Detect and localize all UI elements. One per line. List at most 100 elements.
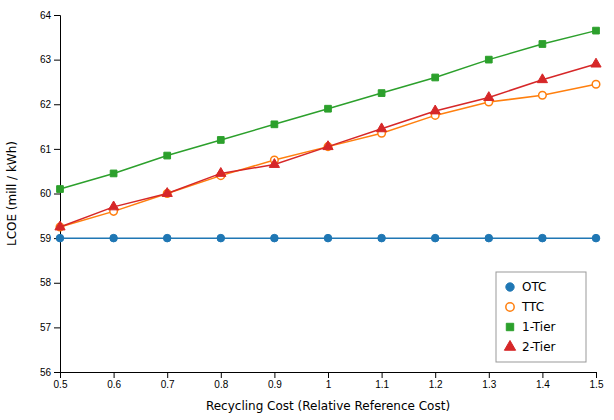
series-marker bbox=[162, 188, 172, 197]
y-axis: 56 57 58 59 60 61 62 63 64 bbox=[40, 10, 61, 378]
legend-label: TTC bbox=[521, 300, 544, 314]
series-marker bbox=[539, 41, 546, 48]
series-marker bbox=[591, 58, 601, 67]
series-marker bbox=[55, 221, 65, 230]
y-tick-label: 61 bbox=[40, 144, 52, 155]
y-tick-mark bbox=[54, 372, 60, 373]
x-tick: 0.8 bbox=[214, 372, 228, 390]
x-axis: 0.5 0.6 0.7 0.8 0.9 1 1.1 1.2 1.3 1.4 1.5 bbox=[54, 372, 604, 390]
y-tick-label: 56 bbox=[40, 367, 52, 378]
y-tick: 56 bbox=[40, 367, 60, 378]
x-tick-label: 1.1 bbox=[375, 379, 389, 390]
x-tick: 1.2 bbox=[429, 372, 443, 390]
x-tick-label: 1 bbox=[326, 379, 332, 390]
series-marker bbox=[164, 152, 171, 159]
x-tick-label: 0.9 bbox=[268, 379, 282, 390]
x-tick: 1.1 bbox=[375, 372, 389, 390]
series-marker bbox=[110, 170, 117, 177]
series-marker bbox=[217, 137, 224, 144]
series-marker bbox=[324, 234, 332, 242]
series-marker bbox=[377, 123, 387, 132]
series-marker bbox=[592, 80, 600, 88]
legend-symbol bbox=[504, 340, 515, 350]
series-marker bbox=[110, 234, 118, 242]
y-tick: 58 bbox=[40, 277, 60, 288]
x-tick-mark bbox=[114, 372, 115, 378]
marks bbox=[55, 27, 601, 242]
series-marker bbox=[56, 234, 64, 242]
legend-item: 1-Tier bbox=[506, 320, 555, 334]
x-tick-mark bbox=[542, 372, 543, 378]
plot-area: 0.5 0.6 0.7 0.8 0.9 1 1.1 1.2 1.3 1.4 1.5 56 57 58 59 6… bbox=[40, 10, 604, 390]
legend-item: OTC bbox=[506, 280, 547, 294]
y-tick-label: 64 bbox=[40, 10, 52, 21]
series-marker bbox=[325, 105, 332, 112]
chart: 0.5 0.6 0.7 0.8 0.9 1 1.1 1.2 1.3 1.4 1.5 56 57 58 59 6… bbox=[0, 0, 614, 420]
series-marker bbox=[378, 234, 386, 242]
x-tick-mark bbox=[596, 372, 597, 378]
x-tick-label: 0.7 bbox=[161, 379, 175, 390]
series-marker bbox=[592, 234, 600, 242]
legend-symbol bbox=[506, 323, 513, 330]
legend-item: 2-Tier bbox=[504, 340, 555, 354]
y-tick-label: 63 bbox=[40, 54, 52, 65]
x-tick: 0.6 bbox=[107, 372, 121, 390]
x-tick-mark bbox=[435, 372, 436, 378]
series-marker bbox=[430, 105, 440, 114]
y-tick-label: 59 bbox=[40, 233, 52, 244]
x-tick-mark bbox=[221, 372, 222, 378]
x-tick: 0.5 bbox=[54, 372, 68, 390]
series-marker bbox=[269, 159, 279, 168]
series-marker bbox=[539, 92, 547, 100]
series-marker bbox=[537, 74, 547, 83]
series-marker bbox=[539, 234, 547, 242]
series-marker bbox=[484, 92, 494, 101]
y-tick-mark bbox=[54, 327, 60, 328]
x-tick: 1 bbox=[326, 372, 332, 390]
x-tick-mark bbox=[489, 372, 490, 378]
x-tick-mark bbox=[382, 372, 383, 378]
x-tick-label: 0.6 bbox=[107, 379, 121, 390]
legend-item: TTC bbox=[506, 300, 544, 314]
x-tick-mark bbox=[167, 372, 168, 378]
x-tick: 1.3 bbox=[482, 372, 496, 390]
y-tick-mark bbox=[54, 194, 60, 195]
series-marker bbox=[432, 74, 439, 81]
x-tick: 1.4 bbox=[536, 372, 550, 390]
y-tick-mark bbox=[54, 283, 60, 284]
x-tick-mark bbox=[328, 372, 329, 378]
x-tick: 1.5 bbox=[590, 372, 604, 390]
series-marker bbox=[323, 141, 333, 150]
series-marker bbox=[378, 90, 385, 97]
y-tick: 64 bbox=[40, 10, 60, 21]
legend-label: 2-Tier bbox=[522, 340, 556, 354]
x-tick-label: 0.8 bbox=[214, 379, 228, 390]
legend-box bbox=[496, 272, 586, 362]
series-marker bbox=[485, 56, 492, 63]
series-marker bbox=[216, 168, 226, 177]
y-tick: 63 bbox=[40, 54, 60, 65]
legend-symbol bbox=[506, 283, 514, 291]
x-axis-title: Recycling Cost (Relative Reference Cost) bbox=[206, 399, 450, 413]
y-tick: 62 bbox=[40, 99, 60, 110]
series-marker bbox=[163, 234, 171, 242]
x-tick-label: 1.3 bbox=[482, 379, 496, 390]
y-tick-label: 57 bbox=[40, 322, 52, 333]
legend-label: 1-Tier bbox=[522, 320, 556, 334]
y-tick-mark bbox=[54, 149, 60, 150]
series-marker bbox=[217, 234, 225, 242]
series-marker bbox=[271, 234, 279, 242]
series-marker bbox=[109, 201, 119, 210]
x-tick: 0.9 bbox=[268, 372, 282, 390]
y-tick-label: 62 bbox=[40, 99, 52, 110]
x-tick-label: 1.5 bbox=[590, 379, 604, 390]
x-tick-label: 1.4 bbox=[536, 379, 550, 390]
series-marker bbox=[593, 27, 600, 34]
y-axis-title: LCOE (mill / kWh) bbox=[5, 141, 19, 246]
y-tick-label: 60 bbox=[40, 188, 52, 199]
x-axis-line bbox=[61, 373, 597, 379]
series-marker bbox=[431, 234, 439, 242]
y-tick-mark bbox=[54, 104, 60, 105]
y-tick-mark bbox=[54, 60, 60, 61]
series-marker bbox=[485, 234, 493, 242]
